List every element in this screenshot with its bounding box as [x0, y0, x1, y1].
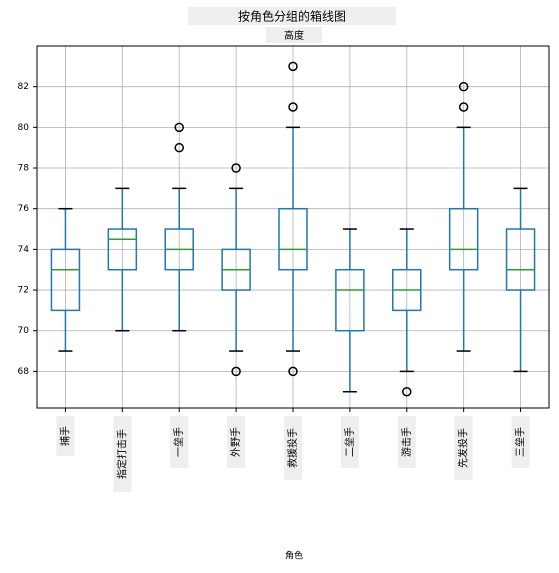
x-tick-label: 捕手	[58, 426, 71, 446]
x-tick-label-bg	[284, 416, 302, 480]
x-tick-label: 三垒手	[514, 427, 527, 457]
x-tick-label-bg	[56, 416, 75, 456]
x-tick-label-bg	[511, 416, 530, 468]
x-tick-label: 游击手	[400, 427, 413, 457]
x-tick-label-bg	[227, 416, 246, 468]
title-bg	[188, 7, 396, 25]
x-tick-label: 一垒手	[172, 427, 185, 457]
y-tick-label: 78	[18, 164, 30, 174]
x-tick-label-bg	[397, 416, 416, 468]
x-axis-label: 角色	[285, 550, 303, 562]
subtitle-bg	[266, 27, 322, 43]
x-tick-label: 先发投手	[457, 428, 470, 468]
x-tick-label-bg	[340, 416, 359, 468]
box	[448, 207, 479, 271]
y-tick-label: 76	[18, 204, 30, 214]
box	[107, 228, 138, 271]
box	[278, 207, 308, 271]
flier	[231, 163, 241, 173]
y-tick-label: 70	[18, 326, 30, 336]
box	[335, 268, 365, 332]
flier	[288, 366, 298, 377]
x-tick-label-bg	[113, 416, 132, 492]
y-tick-label: 82	[18, 82, 29, 92]
flier	[231, 366, 241, 377]
flier	[458, 81, 469, 92]
chart-subtitle: 高度	[284, 29, 304, 42]
x-tick-label: 二垒手	[343, 427, 356, 457]
flier	[458, 102, 469, 112]
y-tick-label: 80	[18, 123, 30, 133]
x-tick-label-bg	[454, 416, 473, 480]
y-tick-label: 68	[18, 367, 30, 377]
box	[50, 248, 81, 312]
plot-frame	[36, 45, 550, 409]
y-tick-label: 74	[18, 245, 30, 255]
x-tick-label: 救援投手	[286, 428, 299, 468]
flier	[288, 61, 298, 72]
box	[505, 228, 536, 291]
flier	[402, 386, 412, 397]
flier	[288, 102, 298, 112]
x-tick-label: 指定打击手	[115, 429, 128, 479]
flier	[174, 122, 184, 133]
y-tick-label: 72	[18, 286, 29, 296]
chart-title: 按角色分组的箱线图	[238, 9, 346, 24]
x-tick-label-bg	[170, 416, 189, 468]
flier	[174, 142, 184, 153]
x-tick-label: 外野手	[229, 427, 242, 457]
